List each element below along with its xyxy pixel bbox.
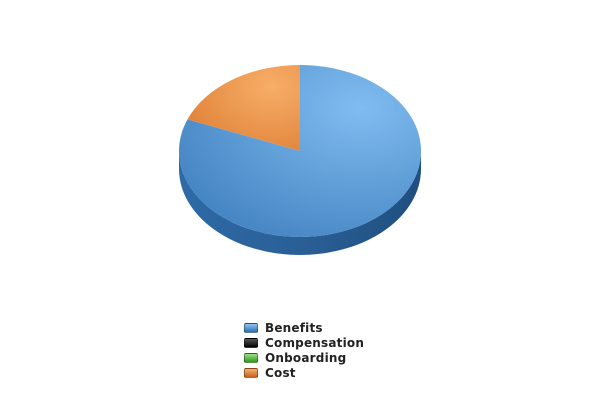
legend-label-compensation: Compensation xyxy=(265,335,365,350)
legend-item-benefits[interactable]: Benefits xyxy=(244,320,364,335)
legend-swatch-cost xyxy=(244,367,258,378)
legend-label-onboarding: Onboarding xyxy=(265,350,347,365)
pie-slice-benefits-side xyxy=(179,151,421,255)
pie-slice-cost[interactable] xyxy=(187,65,300,151)
chart-legend: Benefits Compensation Onboarding Cost xyxy=(244,320,364,380)
legend-item-cost[interactable]: Cost xyxy=(244,365,364,380)
legend-label-benefits: Benefits xyxy=(265,320,323,335)
legend-item-compensation[interactable]: Compensation xyxy=(244,335,364,350)
legend-swatch-compensation xyxy=(244,337,258,348)
legend-item-onboarding[interactable]: Onboarding xyxy=(244,350,364,365)
legend-swatch-benefits xyxy=(244,322,258,333)
legend-label-cost: Cost xyxy=(265,365,296,380)
legend-swatch-onboarding xyxy=(244,352,258,363)
